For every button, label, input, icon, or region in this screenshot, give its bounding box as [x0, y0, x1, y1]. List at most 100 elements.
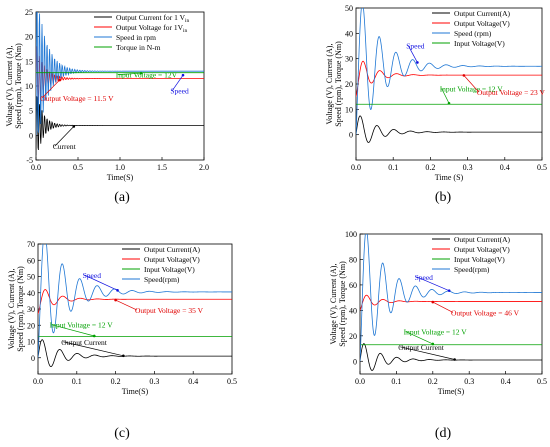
- annotation-arrow: [84, 274, 118, 291]
- plot-frame: [359, 233, 543, 375]
- x-tick-label: 1.5: [157, 163, 167, 172]
- annotation-arrow: [63, 341, 124, 357]
- y-tick-label: 0: [353, 357, 357, 366]
- x-tick-label: 0.3: [463, 163, 473, 172]
- series-line-output-current-a-: [360, 343, 542, 371]
- y-tick-label: 10: [25, 82, 33, 91]
- y-tick-label: 60: [349, 281, 357, 290]
- x-tick-label: 1.0: [115, 163, 125, 172]
- y-tick-label: 15: [25, 57, 33, 66]
- annotation-label: Speed: [415, 273, 434, 282]
- y-tick-label: 100: [345, 230, 357, 239]
- series-line-output-voltage-v-: [360, 294, 542, 311]
- annotation-arrowhead: [453, 358, 456, 361]
- x-tick-label: 0.5: [537, 163, 547, 172]
- annotation-arrowhead: [462, 74, 466, 77]
- x-tick-label: 0.0: [355, 377, 365, 386]
- annotation-arrow: [432, 301, 454, 313]
- series-line-speed-rpm-: [356, 8, 542, 135]
- y-tick-label: 40: [345, 29, 353, 38]
- y-tick-label: 30: [345, 55, 353, 64]
- legend-label: Speed in rpm: [116, 33, 156, 42]
- legend-label: Output Current(A): [454, 9, 511, 18]
- annotation-label: Output Current: [398, 343, 445, 352]
- annotation-label: Speed: [170, 86, 189, 95]
- y-tick-label: 50: [27, 273, 35, 282]
- y-tick-label: 40: [349, 306, 357, 315]
- series-line-output-current-for-1-v: [36, 96, 204, 156]
- annotation-arrow: [51, 324, 95, 337]
- y-tick-label: 5: [29, 107, 33, 116]
- series-group: [360, 234, 542, 371]
- annotation-arrowhead: [431, 342, 435, 346]
- series-line-speed-in-rpm: [36, 12, 204, 136]
- x-tick-label: 0.4: [188, 377, 198, 386]
- annotation-arrowhead: [447, 289, 451, 292]
- y-tick-label: 10: [345, 105, 353, 114]
- series-group: [36, 12, 204, 156]
- annotation-arrowhead: [181, 73, 185, 77]
- annotation-label: Output Current: [61, 338, 108, 347]
- x-tick-label: 0.0: [351, 163, 361, 172]
- x-tick-label: 0.5: [537, 377, 547, 386]
- caption-d: (d): [434, 426, 452, 441]
- y-tick-label: 50: [345, 4, 353, 13]
- y-tick-label: 20: [25, 33, 33, 42]
- annotation-arrow: [115, 299, 138, 311]
- series-group: [38, 244, 232, 368]
- legend-label: Speed(rpm): [144, 275, 180, 284]
- series-line-output-current-a-: [38, 339, 232, 368]
- annotation-arrow: [463, 75, 480, 93]
- series-line-speed-rpm-: [360, 234, 542, 362]
- annotation-label: Speed: [406, 42, 425, 51]
- y-tick-label: 60: [27, 256, 35, 265]
- annotation-arrow: [405, 331, 433, 345]
- x-tick-label: 0.2: [425, 163, 435, 172]
- annotation-arrowhead: [92, 334, 96, 338]
- x-tick-label: 0.2: [111, 377, 121, 386]
- chart-c: 0.0 0.1 0.2 0.3 0.4 0.5 0 10 20 30 40 50 60 70 Time(S)…: [7, 240, 237, 396]
- annotation-label: Output Voltage = 35 V: [135, 306, 204, 315]
- legend-label: Output Current(A): [144, 245, 201, 254]
- x-tick-label: 2.0: [199, 163, 209, 172]
- annotation-label: Speed: [83, 271, 102, 280]
- series-line-output-voltage-v-: [38, 289, 232, 314]
- annotation-arrow: [41, 79, 60, 99]
- y-tick-label: 0: [31, 354, 35, 363]
- legend-label: Input Voltage(V): [454, 255, 505, 264]
- caption-a: (a): [114, 190, 130, 205]
- legend-label: Output Voltage for 1Vin: [116, 23, 188, 34]
- y-axis-label: Speed (rpm), Torque (Nm): [14, 43, 23, 129]
- annotation-label: Current: [53, 142, 77, 151]
- y-axis-label: Speed (rpm), Torque (Nm): [334, 41, 343, 127]
- annotation-arrowhead: [431, 300, 435, 304]
- annotation-arrowhead: [447, 101, 451, 105]
- annotation-label: Input Voltage = 12 V: [404, 328, 468, 337]
- legend-label: Torque in N-m: [116, 43, 161, 52]
- legend-label: Speed (rpm): [454, 29, 492, 38]
- annotation-arrow: [117, 72, 142, 75]
- y-tick-label: 20: [345, 80, 353, 89]
- y-tick-label: 25: [25, 8, 33, 17]
- y-tick-label: 70: [27, 240, 35, 249]
- y-tick-label: -5: [26, 156, 33, 165]
- annotation-arrowhead: [114, 298, 117, 302]
- legend-label: Output Current for 1 Vin: [116, 13, 190, 24]
- legend-label: Output Voltage(V): [454, 245, 510, 254]
- annotation-arrow: [172, 74, 184, 91]
- x-axis-label: Time(S): [438, 387, 465, 396]
- chart-d: 0.0 0.1 0.2 0.3 0.4 0.5 0 20 40 60 80 100 Time(S) Vol…: [329, 230, 547, 396]
- annotation-label: Output Voltage = 23 V: [477, 88, 546, 97]
- plot-frame: [35, 11, 205, 161]
- caption-c: (c): [114, 426, 130, 441]
- annotation-label: Output Voltage = 46 V: [451, 308, 520, 317]
- annotation-arrowhead: [122, 354, 125, 358]
- annotation-arrow: [416, 276, 450, 291]
- x-axis-label: Time(S): [107, 173, 134, 182]
- x-tick-label: 0.0: [33, 377, 43, 386]
- x-tick-label: 0.1: [388, 163, 398, 172]
- y-tick-label: 30: [27, 305, 35, 314]
- y-tick-label: 20: [349, 332, 357, 341]
- series-line-output-voltage-v-: [356, 60, 542, 97]
- legend-label: Input Voltage(V): [144, 265, 195, 274]
